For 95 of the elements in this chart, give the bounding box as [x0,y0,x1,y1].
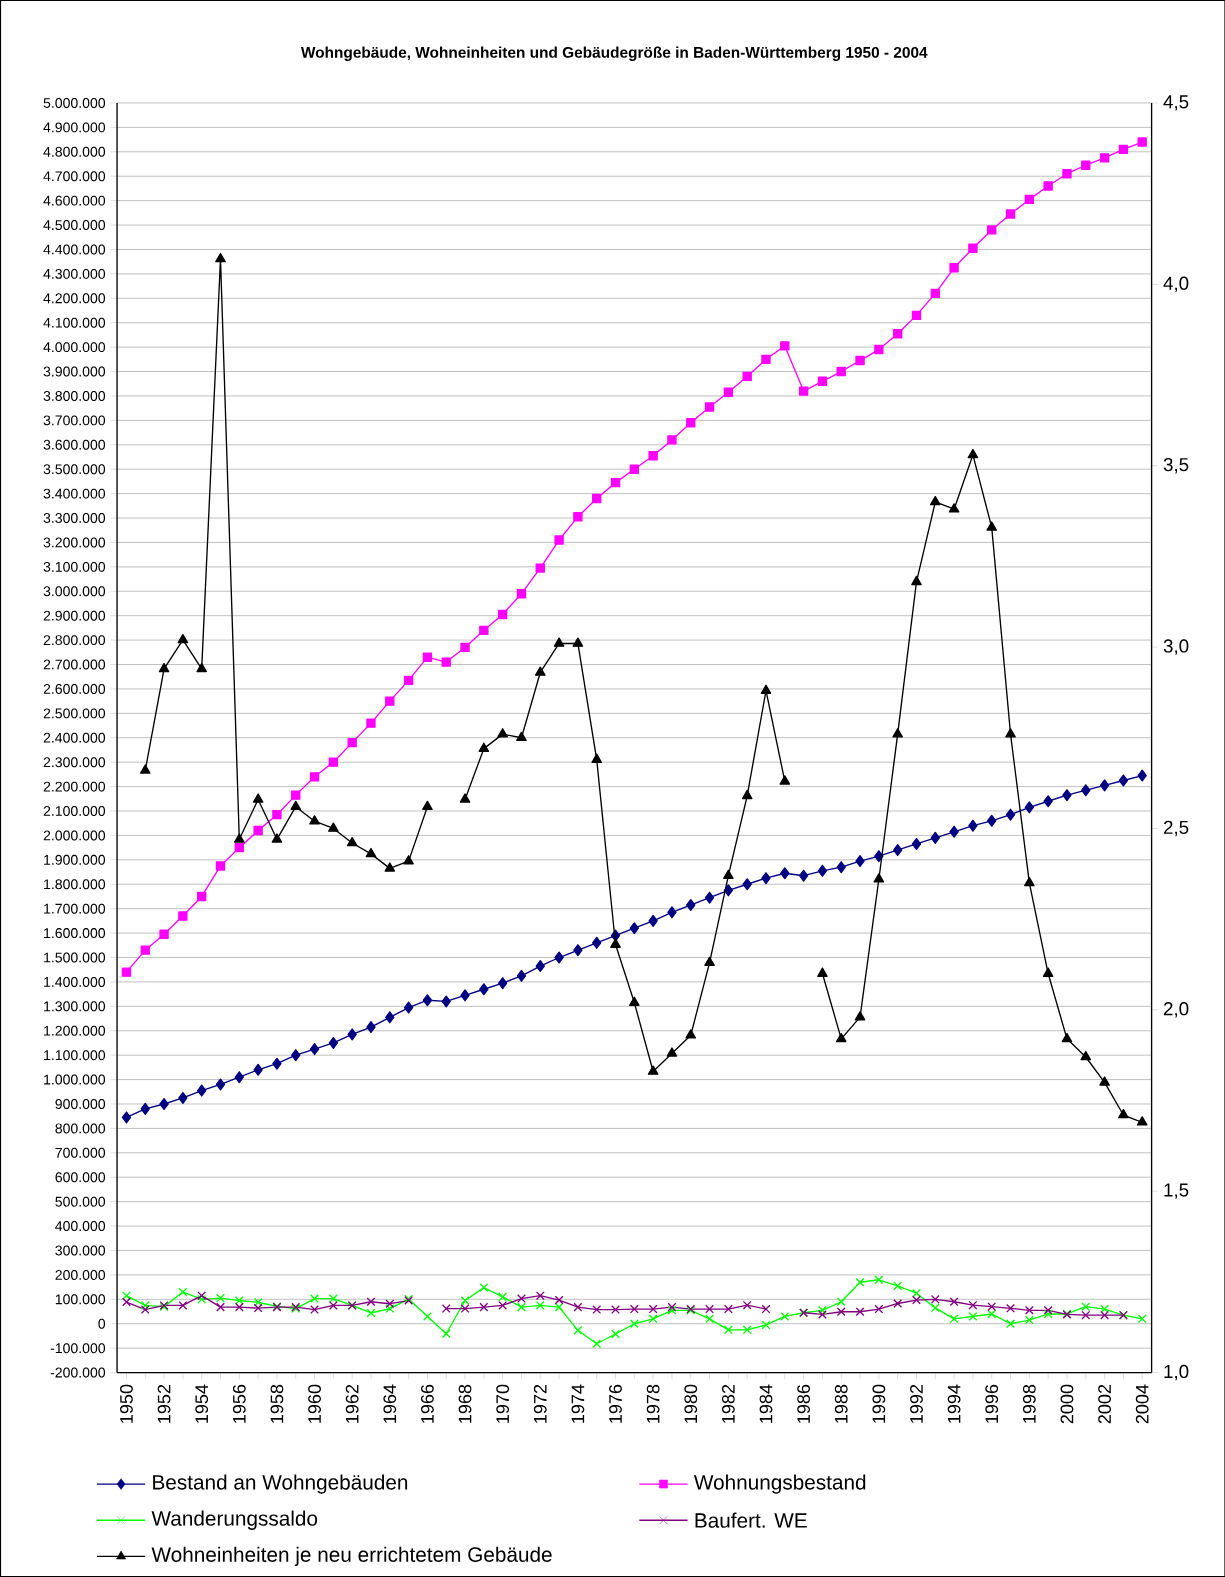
x-tick-label: 1974 [571,1384,585,1423]
x-tick-label: 1952 [157,1384,171,1423]
y-tick-label: 900.000 [55,1099,105,1109]
x-tick-label: 1976 [608,1384,622,1423]
y-tick-label: 4.400.000 [43,244,105,255]
x-tick-label: 1992 [909,1384,923,1423]
y-tick-label: 2.700.000 [43,659,105,670]
y-tick-label: 1.300.000 [43,1001,105,1012]
x-tick-label: 1994 [947,1384,961,1423]
y-tick-label: 2.300.000 [43,757,105,768]
x-tick-label: 1982 [721,1384,735,1423]
x-tick-label: 2002 [1097,1384,1111,1424]
y-tick-label: 4.200.000 [43,293,105,304]
legend-label: Wanderungssaldo [151,1510,317,1530]
y-tick-label: 2.000.000 [43,830,105,841]
x-tick-label: 1962 [345,1384,359,1423]
x-tick-label: 1986 [797,1384,810,1423]
y-tick-label: 2.600.000 [43,683,105,694]
legend-label: Bestand an Wohngebäuden [152,1474,407,1494]
y-tick-label: 3.400.000 [43,488,105,499]
y-tick-label: 4.100.000 [43,317,105,328]
y-tick-label: 0 [98,1318,105,1329]
y2-tick-label: 3,5 [1163,457,1189,474]
x-tick-label: 1968 [458,1384,472,1423]
y-tick-label: 4.300.000 [43,268,105,279]
y2-tick-label: 2,0 [1163,1002,1189,1018]
y-tick-label: 2.100.000 [43,806,105,816]
y-tick-label: 2.800.000 [43,635,105,646]
y-tick-label: 3.000.000 [43,586,105,597]
y-tick-label: 2.200.000 [43,781,105,792]
x-tick-label: 1980 [684,1384,697,1423]
y-tick-label: 4.500.000 [43,220,105,231]
y-tick-label: 1.600.000 [43,928,105,939]
legend-label: Baufert. WE [695,1512,807,1528]
y-tick-label: 4.600.000 [43,195,105,206]
y-tick-label: 4.000.000 [43,342,105,353]
x-tick-label: 1972 [533,1384,547,1423]
y-tick-label: 1.400.000 [43,976,105,987]
y-tick-label: 2.400.000 [43,732,105,743]
y-tick-label: 1.500.000 [43,952,105,963]
x-tick-label: 2004 [1135,1384,1149,1424]
x-tick-label: 1960 [307,1384,321,1423]
y-tick-label: 4.800.000 [43,146,105,157]
x-tick-label: 1964 [383,1384,396,1423]
y-tick-label: 3.800.000 [43,390,105,401]
y-tick-label: 1.100.000 [43,1050,105,1061]
x-tick-label: 1958 [270,1384,284,1423]
y-tick-label: 300.000 [55,1245,105,1256]
y2-tick-label: 1,0 [1164,1364,1189,1381]
y-tick-label: 5.000.000 [43,98,105,108]
y-tick-label: -100.000 [50,1343,105,1354]
y-tick-label: 2.900.000 [43,610,105,621]
y-tick-label: 3.900.000 [43,366,105,377]
y-tick-label: 3.700.000 [43,415,105,426]
x-tick-label: 1966 [420,1384,434,1423]
y2-tick-label: 4,0 [1163,276,1189,293]
x-tick-label: 1998 [1022,1384,1036,1423]
y-tick-label: 3.600.000 [43,439,105,450]
y2-tick-label: 3,0 [1163,639,1189,655]
y-tick-label: 3.500.000 [43,464,105,475]
y-tick-label: 1.800.000 [43,879,105,890]
y-tick-label: 200.000 [55,1269,105,1280]
x-tick-label: 1984 [759,1384,773,1423]
x-tick-label: 2000 [1060,1384,1074,1424]
y-tick-label: 3.200.000 [43,537,105,548]
y-tick-label: 400.000 [54,1221,105,1232]
y-tick-label: 4.900.000 [43,122,105,133]
x-tick-label: 1970 [496,1384,509,1423]
y-tick-label: 800.000 [55,1123,105,1134]
y-tick-label: 3.300.000 [43,513,105,524]
x-tick-label: 1950 [119,1384,133,1423]
legend-label: Wohneinheiten je neu errichtetem Gebäude [151,1546,552,1567]
y-tick-label: 500.000 [55,1196,105,1207]
y2-tick-label: 2,5 [1163,820,1189,837]
y-tick-label: 100.000 [55,1294,105,1305]
y-tick-label: 600.000 [55,1172,105,1183]
chart-title: Wohngebäude, Wohneinheiten und Gebäudegröße in Baden-Württemberg 1950 - 2004 [300,46,928,61]
y2-tick-label: 1,5 [1164,1183,1189,1199]
x-tick-label: 1956 [232,1384,246,1423]
x-tick-label: 1996 [985,1384,998,1423]
x-tick-label: 1954 [195,1384,208,1423]
y-tick-label: 1.000.000 [43,1074,105,1085]
x-tick-label: 1988 [834,1384,848,1423]
y-tick-label: 3.100.000 [43,561,105,572]
y-tick-label: 2.500.000 [43,708,105,719]
legend-label: Wohnungsbestand [693,1474,866,1494]
y-tick-label: 1.900.000 [43,854,105,865]
x-tick-label: 1990 [872,1384,886,1423]
y-tick-label: 1.700.000 [43,903,105,914]
y-tick-label: 700.000 [55,1147,105,1158]
y-tick-label: -200.000 [50,1367,105,1378]
y-tick-label: 4.700.000 [43,171,105,182]
x-tick-label: 1978 [646,1384,660,1423]
y2-tick-label: 4,5 [1163,95,1189,111]
y-tick-label: 1.200.000 [43,1025,105,1036]
